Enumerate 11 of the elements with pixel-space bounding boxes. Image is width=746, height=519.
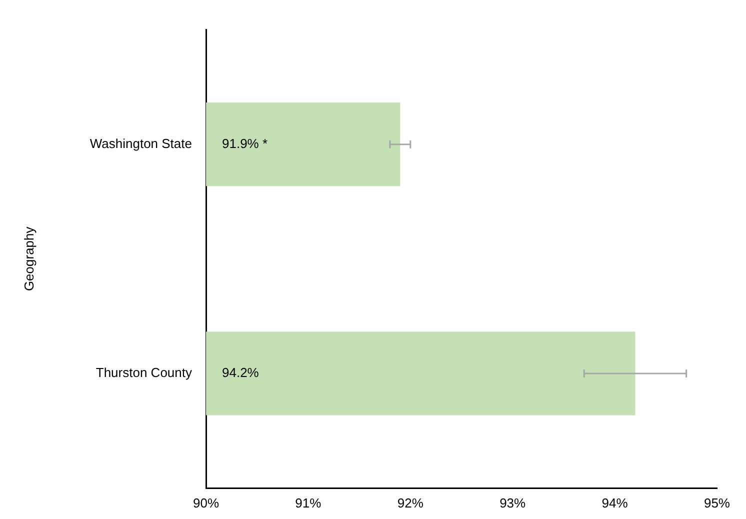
x-tick-label: 92% — [397, 495, 424, 510]
y-tick-label: Thurston County — [96, 365, 192, 380]
x-tick-label: 91% — [295, 495, 322, 510]
data-label: 94.2% — [222, 365, 260, 380]
x-tick-label: 95% — [704, 495, 730, 510]
y-tick-label: Washington State — [90, 136, 192, 151]
y-axis-title: Geography — [21, 226, 36, 292]
x-tick-label: 90% — [192, 495, 220, 510]
x-tick-label: 93% — [500, 495, 526, 510]
x-tick-label: 94% — [602, 495, 628, 510]
data-label: 91.9% * — [222, 136, 268, 151]
